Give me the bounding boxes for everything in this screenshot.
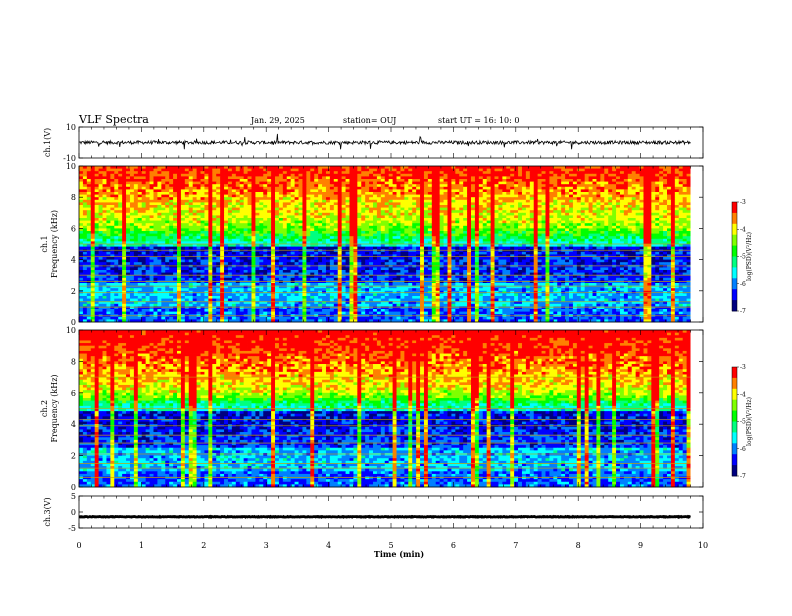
y-tick-label: 8 [71, 193, 76, 202]
y-tick-label: 10 [66, 123, 76, 132]
y-axis-label: ch.1 [40, 235, 49, 252]
x-tick-label: 8 [576, 541, 581, 550]
date-label: Jan. 29, 2025 [250, 116, 305, 125]
y-axis-label: Frequency (kHz) [50, 374, 59, 442]
start-time-label: start UT = 16: 10: 0 [438, 116, 519, 125]
y-tick-label: 2 [71, 287, 76, 296]
y-tick-label: 0 [71, 508, 76, 517]
y-tick-label: 6 [71, 389, 76, 398]
waveform-line [79, 134, 691, 149]
figure-title: VLF Spectra [78, 113, 149, 126]
x-tick-label: 0 [76, 541, 81, 550]
colorbar-label: log(PSD)(V²/Hz) [746, 397, 753, 446]
colorbar-tick-label: -3 [740, 364, 746, 371]
ch3-waveform-panel: 5 0 -5 ch.3(V) [43, 492, 703, 533]
colorbar-tick-label: -3 [740, 199, 746, 206]
x-tick-label: 6 [451, 541, 456, 550]
x-tick-label: 1 [139, 541, 144, 550]
x-tick-label: 2 [201, 541, 206, 550]
x-tick-label: 3 [264, 541, 269, 550]
y-tick-label: 0 [71, 483, 76, 492]
y-axis-label: ch.3(V) [43, 497, 52, 526]
y-tick-label: 8 [71, 357, 76, 366]
y-tick-label: 6 [71, 224, 76, 233]
no-data-area [691, 330, 703, 487]
waveform-line [79, 516, 691, 517]
y-axis-label: Frequency (kHz) [50, 210, 59, 278]
x-axis-label: Time (min) [374, 549, 424, 559]
no-data-area [691, 166, 703, 322]
colorbar-tick-label: -7 [740, 308, 746, 315]
y-tick-label: -5 [68, 524, 76, 533]
colorbar-tick-label: -7 [740, 473, 746, 480]
y-tick-label: 4 [71, 256, 76, 265]
y-tick-label: 5 [71, 492, 76, 501]
x-tick-label: 9 [638, 541, 643, 550]
y-tick-label: 2 [71, 452, 76, 461]
x-tick-label: 10 [698, 541, 708, 550]
y-axis-label: ch.1(V) [43, 128, 52, 157]
x-tick-label: 7 [513, 541, 518, 550]
y-tick-label: 4 [71, 420, 76, 429]
colorbar-label: log(PSD)(V²/Hz) [746, 232, 753, 281]
x-tick-label: 4 [326, 541, 331, 550]
station-label: station= OUJ [343, 116, 396, 125]
y-tick-label: 10 [66, 326, 76, 335]
y-tick-label: 10 [66, 162, 76, 171]
y-axis-label: ch.2 [40, 400, 49, 417]
